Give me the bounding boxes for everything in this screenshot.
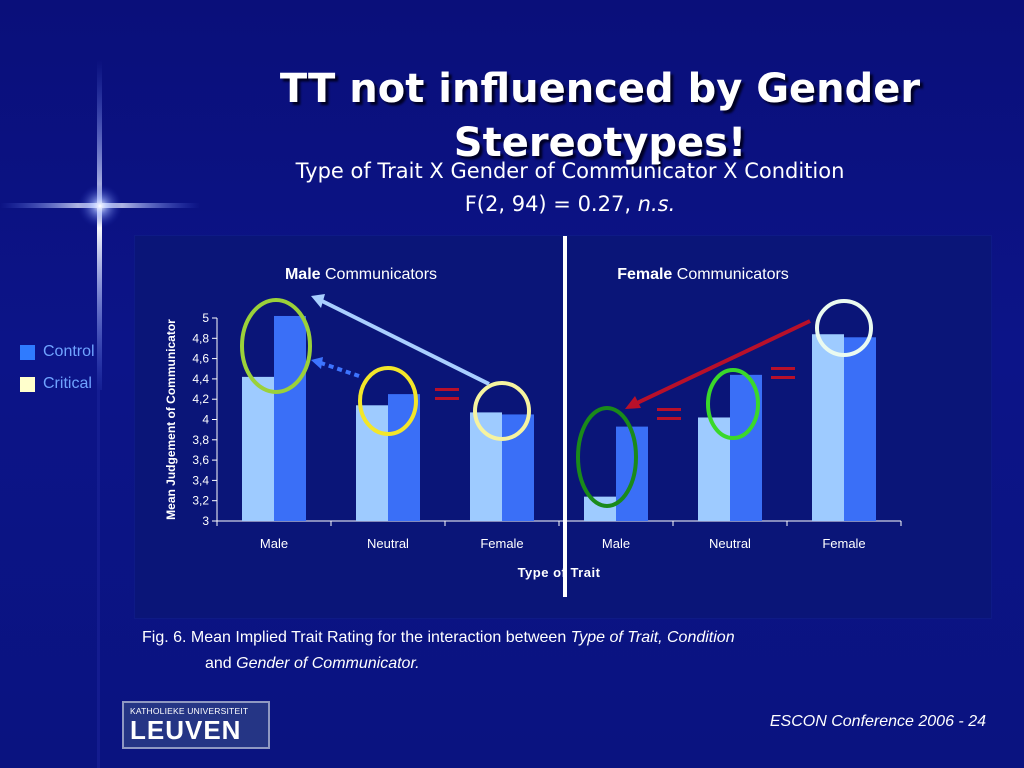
y-tick-label: 4: [202, 413, 209, 427]
annotation-equals-bottom-0: [435, 397, 459, 400]
x-tick-label: Female: [822, 536, 865, 551]
x-tick-label: Neutral: [709, 536, 751, 551]
y-tick-label: 3,4: [192, 473, 209, 487]
bar-control: [242, 376, 274, 521]
caption-line-2: and Gender of Communicator.: [142, 651, 962, 677]
annotation-ellipse-yellow-1: [358, 366, 418, 436]
y-tick-label: 4,8: [192, 331, 209, 345]
caption-line-1: Fig. 6. Mean Implied Trait Rating for th…: [142, 625, 962, 651]
bar-chart: 3 3,2 3,4 3,6 3,8 4 4,2 4,4 4,6 4,8 5 Mean Judgemen…: [164, 236, 902, 597]
slide-title: TT not influenced by Gender Stereotypes!: [279, 66, 921, 166]
y-tick-label: 4,4: [192, 372, 209, 386]
bar-critical: [274, 315, 306, 521]
panel-title-1: Female Communicators: [617, 266, 789, 283]
subtitle-statistic: F(2, 94) = 0.27,: [464, 192, 638, 216]
y-axis-label: Mean Judgement of Communicator: [164, 319, 178, 520]
legend-item-control: Control: [20, 336, 95, 368]
panel-title-0: Male Communicators: [285, 266, 437, 283]
panel-title-bold: Male: [285, 266, 321, 283]
chart-panel: 3 3,2 3,4 3,6 3,8 4 4,2 4,4 4,6 4,8 5 Mean Judgemen…: [134, 235, 992, 619]
chart-legend: Control Critical: [20, 336, 95, 400]
annotation-ellipse-green-3: [706, 368, 760, 440]
annotation-arrow-solid: [319, 298, 490, 386]
bar-critical: [844, 337, 876, 521]
annotation-ellipse-green-1: [240, 298, 312, 394]
y-tick-label: 5: [202, 311, 209, 325]
logo-small-text: KATHOLIEKE UNIVERSITEIT: [130, 706, 249, 716]
annotation-ellipse-yellow-2: [473, 381, 531, 441]
annotation-equals-top-0: [435, 388, 459, 391]
university-logo: KATHOLIEKE UNIVERSITEIT LEUVEN: [122, 701, 270, 749]
bar-control: [698, 417, 730, 521]
x-tick-label: Male: [602, 536, 630, 551]
slide-subtitle: Type of Trait X Gender of Communicator X…: [210, 155, 930, 221]
bar-critical: [616, 426, 648, 521]
figure-caption: Fig. 6. Mean Implied Trait Rating for th…: [142, 625, 962, 677]
y-tick-label: 3,8: [192, 433, 209, 447]
y-tick-label: 3: [202, 514, 209, 528]
caption-italic: Type of Trait, Condition: [570, 629, 735, 646]
slide-footer: ESCON Conference 2006 - 24: [769, 713, 986, 730]
y-tick-label: 4,2: [192, 392, 209, 406]
bar-control: [356, 405, 388, 521]
logo-big-text: LEUVEN: [130, 715, 242, 745]
subtitle-ns: n.s.: [637, 192, 676, 216]
caption-italic-2: Gender of Communicator.: [236, 655, 420, 672]
annotation-equals-bottom-2: [771, 376, 795, 379]
x-tick-label: Neutral: [367, 536, 409, 551]
annotation-arrow-red: [634, 319, 811, 406]
y-tick-label: 3,6: [192, 453, 209, 467]
annotation-equals-top-2: [771, 367, 795, 370]
bar-control: [470, 412, 502, 521]
x-tick-label: Male: [260, 536, 288, 551]
panel-divider: [563, 236, 567, 597]
legend-label-control: Control: [43, 343, 95, 360]
caption-text: Fig. 6. Mean Implied Trait Rating for th…: [142, 629, 571, 646]
legend-swatch-control: [20, 344, 35, 360]
caption-and: and: [205, 655, 237, 672]
x-tick-label: Female: [480, 536, 523, 551]
bar-critical: [502, 414, 534, 521]
annotation-equals-bottom-1: [657, 417, 681, 420]
legend-label-critical: Critical: [43, 375, 92, 392]
panel-title-rest: Communicators: [321, 266, 437, 283]
annotation-equals-top-1: [657, 408, 681, 411]
subtitle-line-2: F(2, 94) = 0.27, n.s.: [210, 188, 930, 221]
subtitle-line-1: Type of Trait X Gender of Communicator X…: [295, 159, 845, 183]
legend-item-critical: Critical: [20, 368, 95, 400]
bar-control: [584, 496, 616, 521]
annotation-arrowhead-red: [625, 396, 641, 409]
annotation-arrow-dotted: [320, 361, 360, 378]
annotation-arrowhead-dotted: [311, 357, 323, 369]
y-tick-label: 3,2: [192, 494, 209, 508]
x-axis-label: Type of Trait: [518, 565, 601, 580]
bar-control: [812, 334, 844, 521]
legend-swatch-critical: [20, 376, 35, 392]
y-tick-label: 4,6: [192, 352, 209, 366]
annotation-ellipse-green-2: [576, 406, 638, 508]
panel-title-bold: Female: [617, 266, 672, 283]
annotation-ellipse-white: [815, 299, 873, 357]
panel-title-rest: Communicators: [672, 266, 788, 283]
annotation-arrowhead-solid: [311, 294, 325, 308]
